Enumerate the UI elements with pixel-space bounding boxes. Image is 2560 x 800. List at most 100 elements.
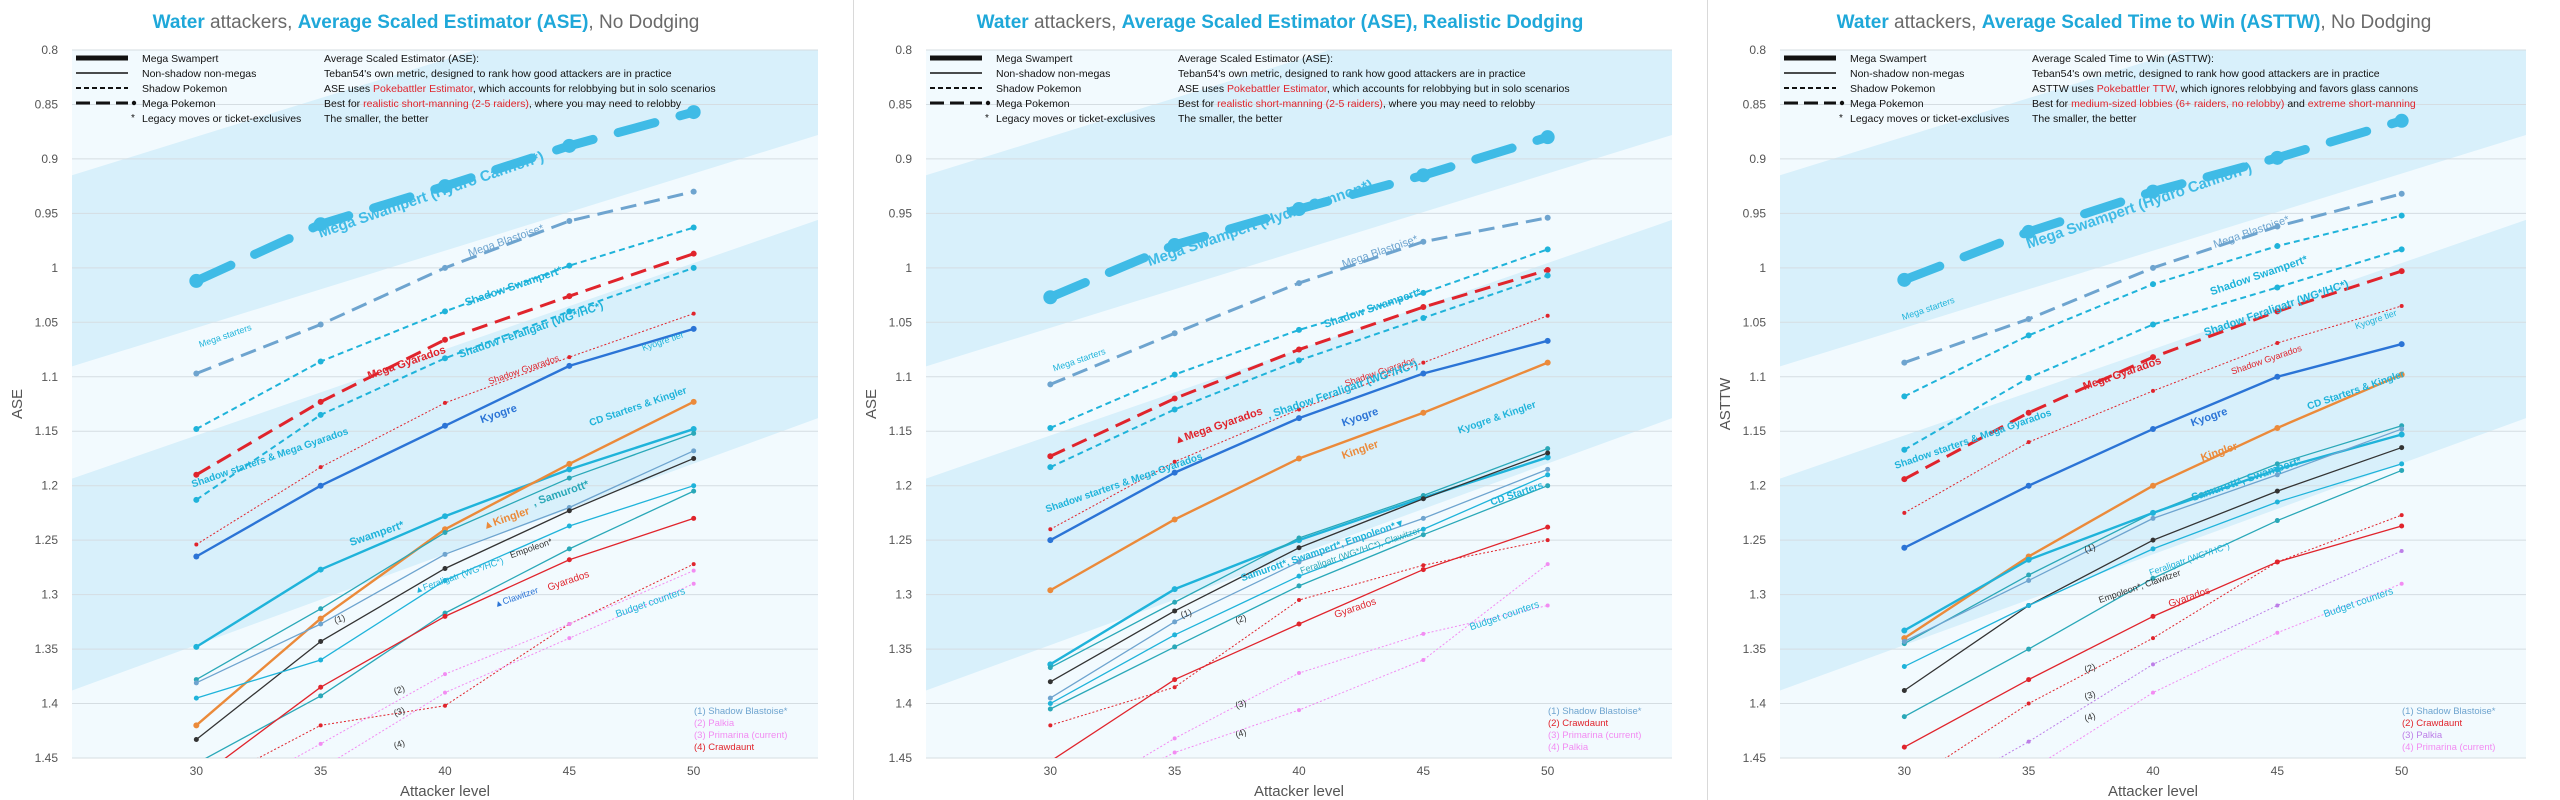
data-point-mega-gyarados (317, 398, 324, 405)
data-point-mega-swampert-hydro-cannon (2021, 224, 2036, 239)
data-point-swampert (1171, 586, 1178, 593)
data-point-shadow-swampert (1296, 326, 1302, 333)
data-point-shadow-swampert (193, 426, 200, 433)
x-tick-label: 30 (190, 764, 204, 778)
series-line-crawdaunt (257, 563, 694, 758)
data-point-kyogre (442, 422, 448, 429)
data-point-clawitzer (2399, 467, 2405, 473)
description-line: The smaller, the better (2032, 113, 2137, 125)
y-tick-label: 0.95 (889, 206, 913, 220)
legend-label: Non-shadow non-megas (1850, 68, 1964, 80)
legend-swatch-dot (131, 100, 137, 106)
data-point-kyogre (1544, 337, 1551, 344)
data-point-shadow-swampert (1171, 371, 1178, 378)
series-label: (4) (1234, 727, 1248, 740)
data-point-kingler (566, 460, 573, 467)
data-point-kyogre (2025, 482, 2032, 489)
description-part: ASTTW uses (2032, 83, 2097, 95)
data-point-feraligatr-wg-hc (1545, 472, 1551, 478)
data-point-empoleon (193, 736, 199, 742)
data-point-palkia (2151, 662, 2155, 667)
data-point-gyarados (318, 684, 324, 690)
footnote: (3) Primarina (current) (1548, 730, 1641, 741)
legend: Mega Swampert Non-shadow non-megas Shadow … (1784, 53, 2009, 125)
data-point-mega-blastoise (442, 264, 448, 271)
data-point-crawdaunt (1421, 563, 1426, 568)
data-point-mega-swampert-hydro-cannon (2394, 113, 2409, 128)
legend-label: Mega Swampert (142, 53, 219, 65)
data-point-mega-gyarados (442, 336, 448, 343)
data-point-mega-swampert-hydro-cannon (1540, 130, 1555, 145)
data-point-mega-blastoise (1171, 330, 1178, 337)
data-point-kingler (2274, 424, 2281, 431)
data-point-mega-swampert-hydro-cannon (189, 273, 204, 288)
legend-label: Legacy moves or ticket-exclusives (142, 113, 301, 125)
series-line-primarina-current (2048, 583, 2402, 758)
series-group (1897, 113, 2409, 787)
description-part: and (2284, 98, 2307, 110)
chart-title: Water attackers, Average Scaled Estimato… (977, 12, 1584, 33)
data-point-shadow-swampert (2274, 243, 2281, 250)
data-point-kingler (690, 398, 697, 405)
legend: Mega Swampert Non-shadow non-megas Shadow … (76, 53, 301, 125)
data-point-mega-blastoise (2398, 190, 2405, 197)
legend-label: Shadow Pokemon (996, 83, 1081, 95)
data-point-kyogre (1047, 537, 1054, 544)
metric-description: Average Scaled Estimator (ASE): Teban54's… (1178, 53, 1570, 125)
data-point-mega-gyarados (566, 293, 573, 300)
data-point-feraligatr-wg-hc (1296, 573, 1302, 579)
data-point-empoleon (1047, 679, 1053, 685)
data-point-mega-swampert-hydro-cannon (1897, 272, 1912, 287)
legend-label: Mega Pokemon (142, 98, 216, 110)
data-point-feraligatr-wg-hc (2150, 546, 2156, 552)
x-tick-label: 40 (438, 764, 452, 778)
data-point-crawdaunt (691, 562, 696, 567)
x-tick-label: 45 (2271, 764, 2285, 778)
data-point-shadow-feraligatr-wg-hc (1296, 357, 1302, 364)
y-tick-label: 1.25 (35, 533, 59, 547)
data-point-mega-blastoise (1420, 238, 1427, 245)
y-tick-label: 1.25 (1743, 533, 1767, 547)
footnote: (1) Shadow Blastoise* (2402, 706, 2496, 717)
description-line: Best for realistic short-manning (2-5 ra… (1178, 98, 1536, 110)
x-tick-label: 40 (2146, 764, 2160, 778)
data-point-mega-gyarados (2274, 308, 2281, 315)
data-point-gyarados (691, 515, 697, 521)
data-point-crawdaunt (1172, 685, 1177, 690)
data-point-mega-blastoise (317, 321, 324, 328)
data-point-swampert (1544, 454, 1551, 461)
chart-title-part: attackers, (205, 12, 298, 33)
footnote: (1) Shadow Blastoise* (1548, 706, 1642, 717)
data-point-gyarados (1545, 524, 1551, 530)
data-point-palkia (2026, 739, 2031, 744)
data-point-gyarados (442, 613, 448, 619)
tier-band (72, 219, 818, 691)
tier-band (926, 219, 1672, 691)
series-line-shadow-feraligatr-wg-hc (195, 266, 694, 501)
series-label: (2) (2083, 662, 2097, 675)
description-part: Pokebattler Estimator (1227, 83, 1328, 95)
data-point-shadow-swampert (1544, 246, 1551, 253)
data-point-mega-blastoise (1901, 359, 1908, 366)
data-point-empoleon (318, 638, 324, 644)
data-point-mega-gyarados (1420, 304, 1427, 311)
data-point-gyarados (1296, 621, 1302, 627)
data-point-kingler (1420, 409, 1427, 416)
data-point-crawdaunt (2151, 636, 2155, 641)
y-tick-label: 0.85 (35, 97, 59, 111)
data-point-crawdaunt (1902, 783, 1906, 787)
y-tick-label: 1 (51, 261, 58, 275)
description-line: ASTTW uses Pokebattler TTW, which ignore… (2032, 83, 2418, 95)
data-point-samurott (1296, 535, 1302, 541)
data-point-gyarados (1420, 567, 1426, 573)
chart-panel-ase-no-dodging: 0.8 0.85 0.9 0.95 1 1.05 1.1 1.15 1.2 1.25 1.3 1.35… (0, 0, 852, 800)
legend-label: Non-shadow non-megas (996, 68, 1110, 80)
data-point-kingler (317, 615, 324, 622)
data-point-feraligatr-wg-hc (442, 577, 448, 583)
data-point-palkia (1297, 708, 1301, 713)
tier-band (1780, 219, 2526, 691)
series-label: (4) (392, 738, 406, 751)
data-point-empoleon (2399, 445, 2405, 451)
metric-description: Average Scaled Time to Win (ASTTW): Teban… (2032, 53, 2418, 125)
data-point-mega-swampert-hydro-cannon (438, 179, 452, 194)
